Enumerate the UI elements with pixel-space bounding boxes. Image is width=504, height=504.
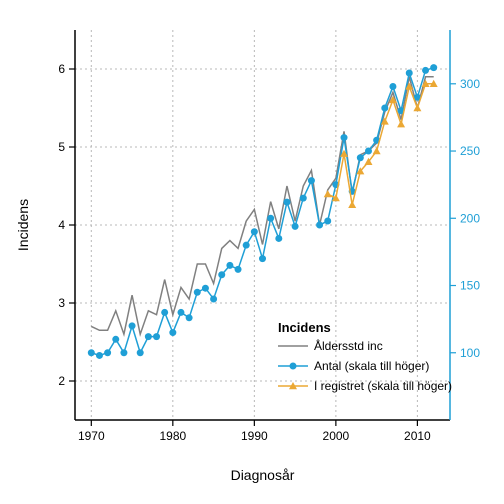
series-marker — [341, 134, 348, 141]
x-tick-label: 1970 — [78, 429, 105, 443]
y-left-tick-label: 3 — [58, 296, 65, 310]
series-marker — [259, 255, 266, 262]
series-marker — [120, 349, 127, 356]
y-axis-label: Incidens — [15, 199, 31, 251]
series-marker — [129, 322, 136, 329]
y-left-tick-label: 6 — [58, 62, 65, 76]
x-tick-label: 1990 — [241, 429, 268, 443]
chart-container: 1970 1980 1990 2000 2010 2 3 4 5 6 100 150 200 250 300… — [0, 0, 504, 504]
series-marker — [381, 105, 388, 112]
y-right-tick-label: 250 — [460, 144, 480, 158]
series-marker — [324, 217, 331, 224]
series-marker — [308, 177, 315, 184]
y-left-tick-label: 5 — [58, 140, 65, 154]
series-marker — [104, 349, 111, 356]
x-axis-label: Diagnosår — [231, 467, 295, 483]
series-marker — [202, 285, 209, 292]
series-marker — [422, 67, 429, 74]
series-marker — [88, 349, 95, 356]
line-chart: 1970 1980 1990 2000 2010 2 3 4 5 6 100 150 200 250 300… — [0, 0, 504, 504]
legend-swatch-marker — [290, 363, 297, 370]
series-marker — [153, 333, 160, 340]
series-marker — [210, 295, 217, 302]
series-marker — [137, 349, 144, 356]
series-marker — [169, 329, 176, 336]
series-marker — [283, 199, 290, 206]
series-marker — [365, 148, 372, 155]
series-marker — [96, 352, 103, 359]
series-marker — [267, 215, 274, 222]
series-marker — [316, 222, 323, 229]
x-tick-label: 2000 — [323, 429, 350, 443]
series-marker — [275, 235, 282, 242]
series-marker — [226, 262, 233, 269]
series-marker — [243, 242, 250, 249]
y-right-tick-label: 200 — [460, 211, 480, 225]
series-marker — [300, 195, 307, 202]
y-left-tick-label: 4 — [58, 218, 65, 232]
series-marker — [218, 271, 225, 278]
y-right-tick-label: 300 — [460, 77, 480, 91]
legend-title: Incidens — [278, 320, 331, 335]
legend-label: Antal (skala till höger) — [314, 359, 429, 373]
x-tick-label: 2010 — [404, 429, 431, 443]
series-marker — [145, 333, 152, 340]
series-marker — [389, 83, 396, 90]
series-marker — [194, 289, 201, 296]
series-marker — [292, 223, 299, 230]
series-marker — [406, 70, 413, 77]
series-marker — [112, 336, 119, 343]
y-right-tick-label: 150 — [460, 279, 480, 293]
series-marker — [251, 228, 258, 235]
y-left-tick-label: 2 — [58, 374, 65, 388]
series-marker — [430, 64, 437, 71]
series-marker — [235, 266, 242, 273]
series-marker — [177, 309, 184, 316]
legend-label: Åldersstd inc — [314, 338, 383, 353]
y-right-tick-label: 100 — [460, 346, 480, 360]
x-tick-label: 1980 — [159, 429, 186, 443]
series-marker — [161, 309, 168, 316]
series-marker — [357, 154, 364, 161]
legend-label: I registret (skala till höger) — [314, 379, 452, 393]
series-marker — [186, 314, 193, 321]
